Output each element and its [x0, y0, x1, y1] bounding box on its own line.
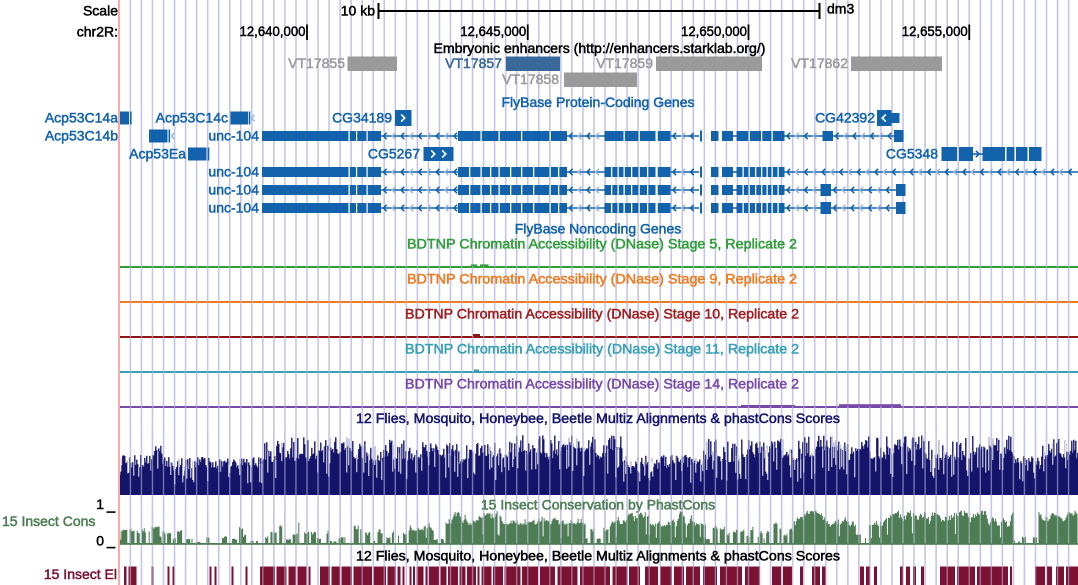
svg-text:BDTNP Chromatin Accessibility: BDTNP Chromatin Accessibility (DNase) St…	[405, 306, 799, 322]
svg-text:Embryonic enhancers (http://en: Embryonic enhancers (http://enhancers.st…	[434, 40, 766, 56]
svg-text:CG34189: CG34189	[332, 110, 392, 126]
svg-text:VT17857: VT17857	[445, 55, 502, 71]
svg-text:Acp53C14a: Acp53C14a	[45, 110, 118, 126]
svg-text:CG42392: CG42392	[815, 110, 875, 126]
svg-text:BDTNP Chromatin Accessibility: BDTNP Chromatin Accessibility (DNase) St…	[405, 341, 799, 357]
svg-text:VT17858: VT17858	[502, 71, 559, 87]
svg-text:12 Flies, Mosquito, Honeybee,: 12 Flies, Mosquito, Honeybee, Beetle Mul…	[356, 548, 840, 564]
svg-text:15 Insect Cons: 15 Insect Cons	[2, 513, 95, 529]
svg-text:unc-104: unc-104	[208, 200, 259, 216]
svg-text:CG5267: CG5267	[368, 146, 420, 162]
svg-text:BDTNP Chromatin Accessibility: BDTNP Chromatin Accessibility (DNase) St…	[407, 236, 797, 252]
svg-text:12,640,000: 12,640,000	[240, 23, 306, 39]
svg-text:FlyBase Noncoding Genes: FlyBase Noncoding Genes	[515, 221, 682, 237]
svg-text:VT17862: VT17862	[791, 55, 848, 71]
svg-text:FlyBase Protein-Coding Genes: FlyBase Protein-Coding Genes	[502, 94, 695, 110]
svg-text:Acp53C14b: Acp53C14b	[45, 128, 118, 144]
svg-text:12,650,000: 12,650,000	[681, 23, 747, 39]
svg-text:12 Flies, Mosquito, Honeybee,: 12 Flies, Mosquito, Honeybee, Beetle Mul…	[356, 410, 840, 426]
svg-text:15 Insect El: 15 Insect El	[44, 566, 117, 582]
svg-text:Acp53Ea: Acp53Ea	[129, 146, 186, 162]
svg-text:Acp53C14c: Acp53C14c	[156, 110, 228, 126]
svg-text:CG5348: CG5348	[886, 146, 938, 162]
svg-text:12,655,000: 12,655,000	[902, 23, 968, 39]
svg-text:1: 1	[96, 496, 104, 512]
svg-text:unc-104: unc-104	[208, 128, 259, 144]
svg-text:VT17855: VT17855	[288, 55, 345, 71]
svg-text:BDTNP Chromatin Accessibility: BDTNP Chromatin Accessibility (DNase) St…	[407, 271, 797, 287]
svg-text:unc-104: unc-104	[208, 182, 259, 198]
svg-text:Scale: Scale	[83, 3, 118, 19]
svg-text:VT17859: VT17859	[596, 55, 653, 71]
svg-text:BDTNP Chromatin Accessibility: BDTNP Chromatin Accessibility (DNase) St…	[405, 376, 799, 392]
svg-text:10 kb: 10 kb	[341, 3, 375, 19]
svg-text:chr2R:: chr2R:	[77, 24, 118, 40]
svg-text:15 Insect Conservation by Phas: 15 Insect Conservation by PhastCons	[481, 497, 715, 513]
svg-text:unc-104: unc-104	[208, 164, 259, 180]
svg-text:0: 0	[96, 533, 104, 549]
svg-text:12,645,000: 12,645,000	[460, 23, 526, 39]
svg-text:dm3: dm3	[827, 1, 854, 17]
